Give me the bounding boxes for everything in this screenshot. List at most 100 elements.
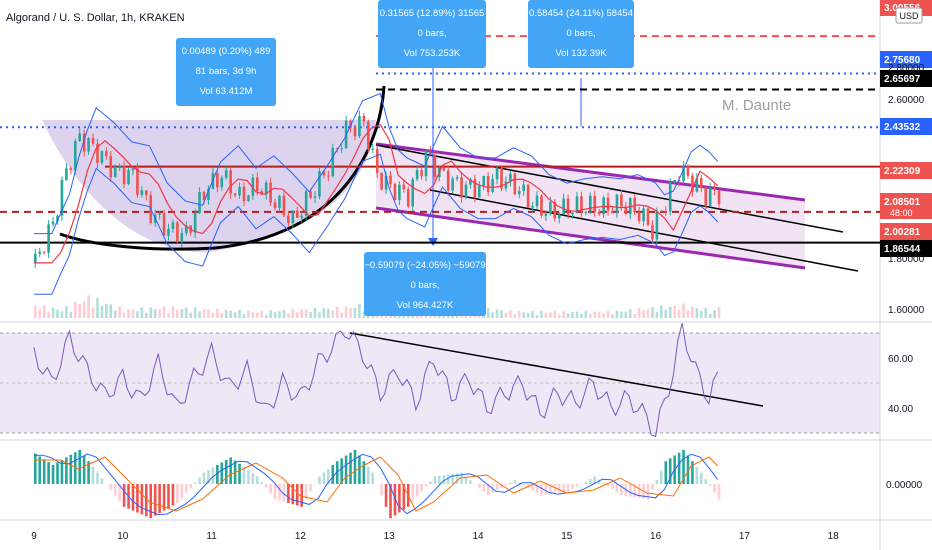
currency-label: USD bbox=[899, 11, 919, 21]
trendline-2 bbox=[429, 189, 859, 272]
macd-bar bbox=[242, 466, 246, 484]
volume-bar bbox=[91, 307, 95, 318]
measure-tooltip-line: Vol 964.427K bbox=[397, 300, 454, 311]
candle-body bbox=[69, 168, 73, 171]
macd-bar bbox=[193, 482, 197, 484]
volume-bar bbox=[713, 310, 716, 318]
volume-bar bbox=[580, 313, 583, 318]
moving-average-line bbox=[34, 123, 719, 264]
volume-bar bbox=[184, 307, 188, 318]
macd-bar bbox=[438, 475, 441, 484]
macd-bar bbox=[446, 474, 450, 484]
volume-bar bbox=[273, 312, 277, 318]
measure-tooltip-line: 0.31565 (12.89%) 31565 bbox=[380, 8, 485, 19]
candle-body bbox=[500, 168, 503, 189]
price-label-bg bbox=[880, 240, 932, 257]
volume-bar bbox=[193, 307, 197, 318]
x-tick-label: 9 bbox=[31, 531, 37, 542]
currency-badge[interactable]: USD bbox=[895, 7, 923, 24]
volume-bar bbox=[309, 311, 312, 318]
macd-bar bbox=[469, 480, 472, 484]
macd-bar bbox=[522, 484, 525, 486]
macd-bar bbox=[247, 470, 250, 484]
macd-bar bbox=[322, 472, 326, 484]
volume-bar bbox=[535, 315, 539, 318]
volume-bar bbox=[504, 312, 508, 318]
y-axis-ticks: 2.80000 2.60000 1.80000 1.60000 bbox=[888, 63, 925, 316]
candle-body bbox=[193, 213, 197, 233]
volume-bar bbox=[660, 305, 663, 318]
measure-tooltip-line: 0 bars, bbox=[566, 28, 595, 39]
volume-bar bbox=[517, 310, 521, 318]
macd-bar bbox=[149, 484, 153, 519]
x-tick-label: 15 bbox=[561, 531, 573, 542]
x-tick-label: 12 bbox=[295, 531, 307, 542]
macd-bar bbox=[615, 484, 619, 493]
volume-bar bbox=[242, 314, 246, 318]
volume-bar bbox=[42, 305, 46, 318]
volume-bar bbox=[655, 312, 659, 318]
candle-body bbox=[455, 177, 459, 179]
candle-body bbox=[331, 147, 335, 177]
macd-bar bbox=[273, 484, 277, 500]
macd-bar bbox=[220, 462, 224, 484]
candle-body bbox=[535, 195, 539, 207]
candle-body bbox=[242, 186, 246, 202]
candle-body bbox=[278, 195, 281, 208]
candle-body bbox=[637, 212, 641, 222]
candle-body bbox=[65, 168, 68, 181]
volume-bar bbox=[340, 312, 343, 318]
volume-bar bbox=[677, 309, 681, 318]
macd-bar bbox=[393, 484, 397, 516]
candle-body bbox=[620, 194, 623, 207]
price-label-bg bbox=[880, 223, 932, 240]
macd-bar bbox=[602, 482, 605, 484]
macd-bar bbox=[695, 466, 699, 484]
candle-body bbox=[34, 253, 37, 263]
macd-line bbox=[34, 453, 719, 516]
candle-body bbox=[469, 179, 472, 185]
price-series bbox=[34, 92, 721, 295]
x-tick-label: 13 bbox=[384, 531, 396, 542]
macd-bar bbox=[415, 484, 419, 497]
macd-bar bbox=[238, 463, 241, 484]
candle-body bbox=[704, 187, 708, 207]
volume-bar bbox=[224, 309, 228, 318]
volume-bar bbox=[278, 311, 281, 318]
volume-bar bbox=[602, 313, 605, 318]
candle-body bbox=[415, 170, 419, 180]
macd-bar bbox=[78, 449, 81, 484]
volume-bar bbox=[651, 307, 654, 318]
rsi-trendline bbox=[349, 332, 764, 407]
measure-tooltip-line: Vol 132.39K bbox=[555, 48, 607, 59]
volume-bar bbox=[344, 306, 348, 318]
watermark: M. Daunte bbox=[722, 97, 791, 114]
volume-bar bbox=[526, 312, 530, 318]
candle-body bbox=[389, 175, 392, 184]
macd-bar bbox=[278, 484, 281, 501]
volume-bar bbox=[127, 309, 130, 318]
macd-bar bbox=[553, 484, 557, 494]
candle-body bbox=[380, 172, 383, 190]
bollinger-lower bbox=[34, 153, 719, 295]
candle-body bbox=[131, 168, 135, 171]
macd-bar bbox=[105, 484, 108, 485]
measure-tooltip-line: 0.00489 (0.20%) 489 bbox=[182, 46, 271, 57]
volume-bar bbox=[624, 311, 628, 318]
macd-bar bbox=[420, 484, 423, 492]
price-label: 1.86544 bbox=[884, 244, 921, 255]
macd-bar bbox=[118, 484, 121, 502]
rsi-series: 60.00 40.00 bbox=[33, 323, 913, 438]
candle-body bbox=[171, 222, 175, 229]
candle-body bbox=[606, 197, 610, 211]
macd-bar bbox=[646, 484, 650, 500]
measure-tooltip-box bbox=[378, 0, 486, 68]
price-label: 2.22309 bbox=[884, 166, 921, 177]
volume-bar bbox=[495, 309, 499, 318]
candle-body bbox=[51, 221, 55, 225]
macd-bar bbox=[371, 472, 375, 484]
candle-body bbox=[460, 177, 463, 198]
candle-body bbox=[451, 178, 454, 191]
volume-bar bbox=[105, 303, 108, 318]
